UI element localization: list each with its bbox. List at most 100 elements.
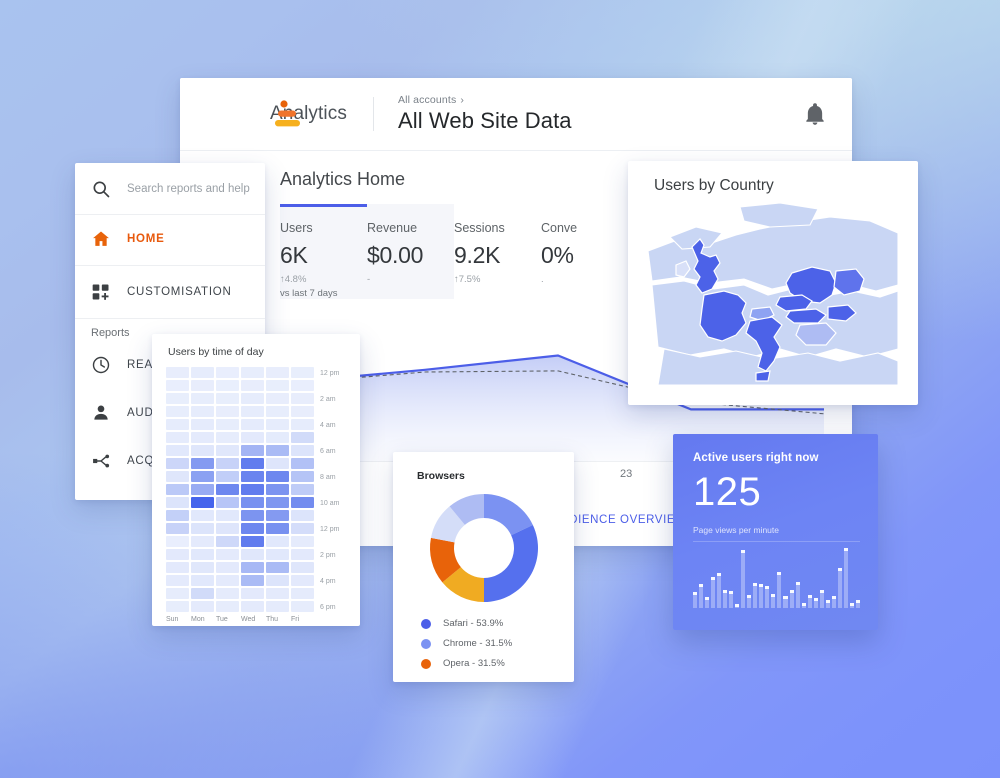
heatmap-cell[interactable] <box>166 497 189 508</box>
heatmap-cell[interactable] <box>241 445 264 456</box>
heatmap-cell[interactable] <box>266 562 289 573</box>
heatmap-cell[interactable] <box>191 484 214 495</box>
heatmap-cell[interactable] <box>266 393 289 404</box>
heatmap-cell[interactable] <box>216 562 239 573</box>
heatmap-cell[interactable] <box>266 432 289 443</box>
heatmap-cell[interactable] <box>191 588 214 599</box>
donut-segment[interactable] <box>429 537 461 583</box>
heatmap-cell[interactable] <box>216 445 239 456</box>
sidebar-item-home[interactable]: HOME <box>75 215 265 263</box>
heatmap-cell[interactable] <box>191 367 214 378</box>
heatmap-cell[interactable] <box>241 497 264 508</box>
heatmap-cell[interactable] <box>241 549 264 560</box>
heatmap-cell[interactable] <box>216 601 239 612</box>
heatmap-cell[interactable] <box>291 419 314 430</box>
heatmap-cell[interactable] <box>191 575 214 586</box>
metric-tab-users[interactable]: Users 6K ↑4.8% vs last 7 days <box>280 204 367 299</box>
heatmap-cell[interactable] <box>266 510 289 521</box>
heatmap-cell[interactable] <box>241 471 264 482</box>
heatmap-cell[interactable] <box>241 523 264 534</box>
heatmap-cell[interactable] <box>191 601 214 612</box>
heatmap-cell[interactable] <box>166 484 189 495</box>
heatmap-cell[interactable] <box>266 601 289 612</box>
heatmap-cell[interactable] <box>241 575 264 586</box>
heatmap-cell[interactable] <box>291 471 314 482</box>
heatmap-cell[interactable] <box>241 406 264 417</box>
account-selector[interactable]: All accounts › All Web Site Data <box>398 94 572 134</box>
heatmap-cell[interactable] <box>216 432 239 443</box>
heatmap-cell[interactable] <box>291 536 314 547</box>
heatmap-cell[interactable] <box>216 588 239 599</box>
heatmap-cell[interactable] <box>191 432 214 443</box>
heatmap-cell[interactable] <box>241 458 264 469</box>
heatmap-cell[interactable] <box>291 484 314 495</box>
heatmap-cell[interactable] <box>216 523 239 534</box>
heatmap-cell[interactable] <box>166 393 189 404</box>
heatmap-cell[interactable] <box>266 458 289 469</box>
legend-item[interactable]: Chrome - 31.5% <box>421 638 574 649</box>
heatmap-cell[interactable] <box>266 419 289 430</box>
heatmap-cell[interactable] <box>216 536 239 547</box>
heatmap-cell[interactable] <box>166 380 189 391</box>
heatmap-cell[interactable] <box>191 549 214 560</box>
heatmap-cell[interactable] <box>191 393 214 404</box>
heatmap-cell[interactable] <box>191 445 214 456</box>
heatmap-cell[interactable] <box>166 367 189 378</box>
heatmap-cell[interactable] <box>166 588 189 599</box>
heatmap-cell[interactable] <box>216 549 239 560</box>
heatmap-cell[interactable] <box>241 588 264 599</box>
heatmap-cell[interactable] <box>266 471 289 482</box>
heatmap-cell[interactable] <box>241 393 264 404</box>
heatmap-cell[interactable] <box>291 601 314 612</box>
heatmap-cell[interactable] <box>166 510 189 521</box>
heatmap-cell[interactable] <box>191 406 214 417</box>
heatmap-cell[interactable] <box>241 536 264 547</box>
heatmap-cell[interactable] <box>291 458 314 469</box>
sidebar-item-customisation[interactable]: CUSTOMISATION <box>75 268 265 316</box>
heatmap-cell[interactable] <box>166 549 189 560</box>
heatmap-cell[interactable] <box>166 432 189 443</box>
heatmap-cell[interactable] <box>166 406 189 417</box>
heatmap-cell[interactable] <box>266 575 289 586</box>
heatmap-cell[interactable] <box>266 497 289 508</box>
heatmap-cell[interactable] <box>291 510 314 521</box>
heatmap-cell[interactable] <box>241 510 264 521</box>
heatmap-cell[interactable] <box>166 458 189 469</box>
heatmap-cell[interactable] <box>216 471 239 482</box>
heatmap-cell[interactable] <box>241 562 264 573</box>
heatmap-cell[interactable] <box>191 497 214 508</box>
search-input[interactable]: Search reports and help <box>75 163 265 215</box>
heatmap-cell[interactable] <box>266 549 289 560</box>
heatmap-cell[interactable] <box>266 484 289 495</box>
heatmap-cell[interactable] <box>266 536 289 547</box>
heatmap-cell[interactable] <box>266 523 289 534</box>
heatmap-cell[interactable] <box>191 458 214 469</box>
heatmap-cell[interactable] <box>291 588 314 599</box>
heatmap-cell[interactable] <box>291 575 314 586</box>
heatmap-cell[interactable] <box>291 406 314 417</box>
heatmap-cell[interactable] <box>166 471 189 482</box>
heatmap-cell[interactable] <box>191 536 214 547</box>
heatmap-cell[interactable] <box>216 458 239 469</box>
heatmap-cell[interactable] <box>166 601 189 612</box>
heatmap-cell[interactable] <box>291 497 314 508</box>
heatmap-cell[interactable] <box>191 419 214 430</box>
heatmap-cell[interactable] <box>241 601 264 612</box>
heatmap-cell[interactable] <box>291 445 314 456</box>
heatmap-cell[interactable] <box>266 406 289 417</box>
heatmap-cell[interactable] <box>291 549 314 560</box>
europe-map[interactable] <box>640 199 906 389</box>
heatmap-cell[interactable] <box>241 380 264 391</box>
heatmap-cell[interactable] <box>216 419 239 430</box>
heatmap-cell[interactable] <box>241 432 264 443</box>
heatmap-cell[interactable] <box>291 367 314 378</box>
heatmap-cell[interactable] <box>191 562 214 573</box>
heatmap-cell[interactable] <box>166 536 189 547</box>
heatmap-cell[interactable] <box>266 367 289 378</box>
heatmap-cell[interactable] <box>191 471 214 482</box>
heatmap-cell[interactable] <box>191 510 214 521</box>
metric-tab-conversion[interactable]: Conve 0% . <box>541 204 628 299</box>
legend-item[interactable]: Safari - 53.9% <box>421 618 574 629</box>
heatmap-cell[interactable] <box>191 523 214 534</box>
heatmap-cell[interactable] <box>266 380 289 391</box>
